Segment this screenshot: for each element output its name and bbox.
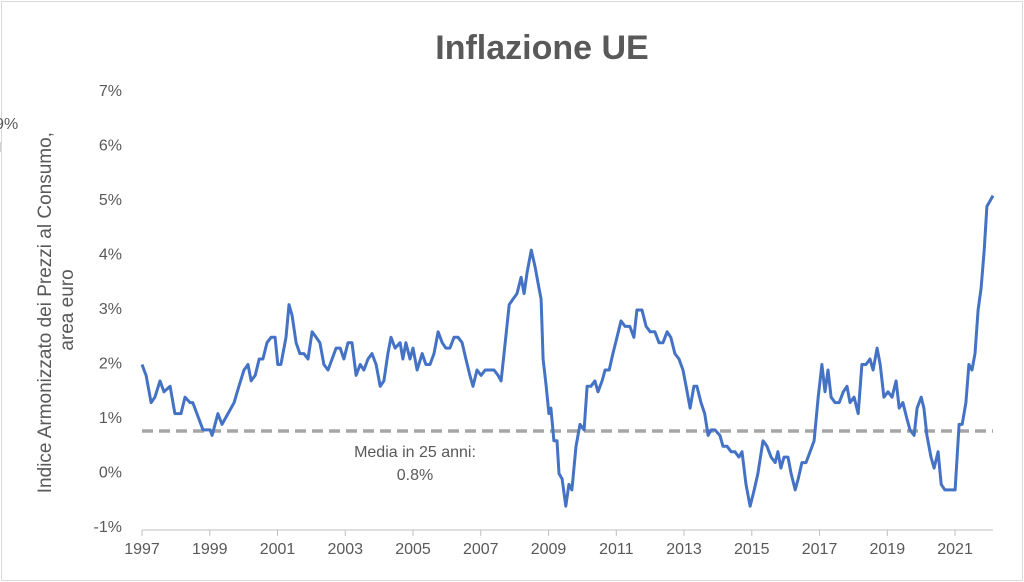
y-tick-label: 2%: [99, 356, 122, 373]
x-tick-label: 2013: [666, 541, 702, 558]
x-tick-label: 2005: [395, 541, 431, 558]
x-tick-label: 2001: [260, 541, 296, 558]
y-axis-title-line: Indice Armonizzato dei Prezzi al Consumo…: [35, 132, 56, 493]
x-tick-label: 2019: [870, 541, 906, 558]
y-tick-label: -1%: [94, 519, 122, 536]
x-tick-label: 2021: [937, 541, 973, 558]
y-tick-label: 5%: [99, 192, 122, 209]
y-tick-label: 6%: [99, 138, 122, 155]
value-label: 5.9%: [0, 116, 18, 133]
x-tick-label: 2015: [734, 541, 770, 558]
line: [140, 194, 995, 508]
y-tick-label: 4%: [99, 247, 122, 264]
x-tick-label: 2011: [599, 541, 634, 558]
y-axis-title: Indice Armonizzato dei Prezzi al Consumo…: [35, 127, 78, 493]
y-tick-label: 3%: [99, 301, 122, 318]
average-label: Media in 25 anni:: [354, 444, 476, 461]
y-tick-label: 7%: [99, 83, 122, 100]
x-tick-label: 2009: [531, 541, 567, 558]
chart-title: Inflazione UE: [435, 29, 648, 67]
x-tick-label: 2007: [463, 541, 499, 558]
x-tick-label: 2003: [327, 541, 363, 558]
x-tick-label: 2017: [802, 541, 838, 558]
y-tick-label: 1%: [99, 410, 122, 427]
y-tick-label: 0%: [99, 465, 122, 482]
x-tick-label: 1997: [124, 541, 160, 558]
y-axis-title-line: area euro: [57, 269, 78, 350]
x-tick-label: 1999: [192, 541, 228, 558]
average-label: 0.8%: [397, 467, 433, 484]
